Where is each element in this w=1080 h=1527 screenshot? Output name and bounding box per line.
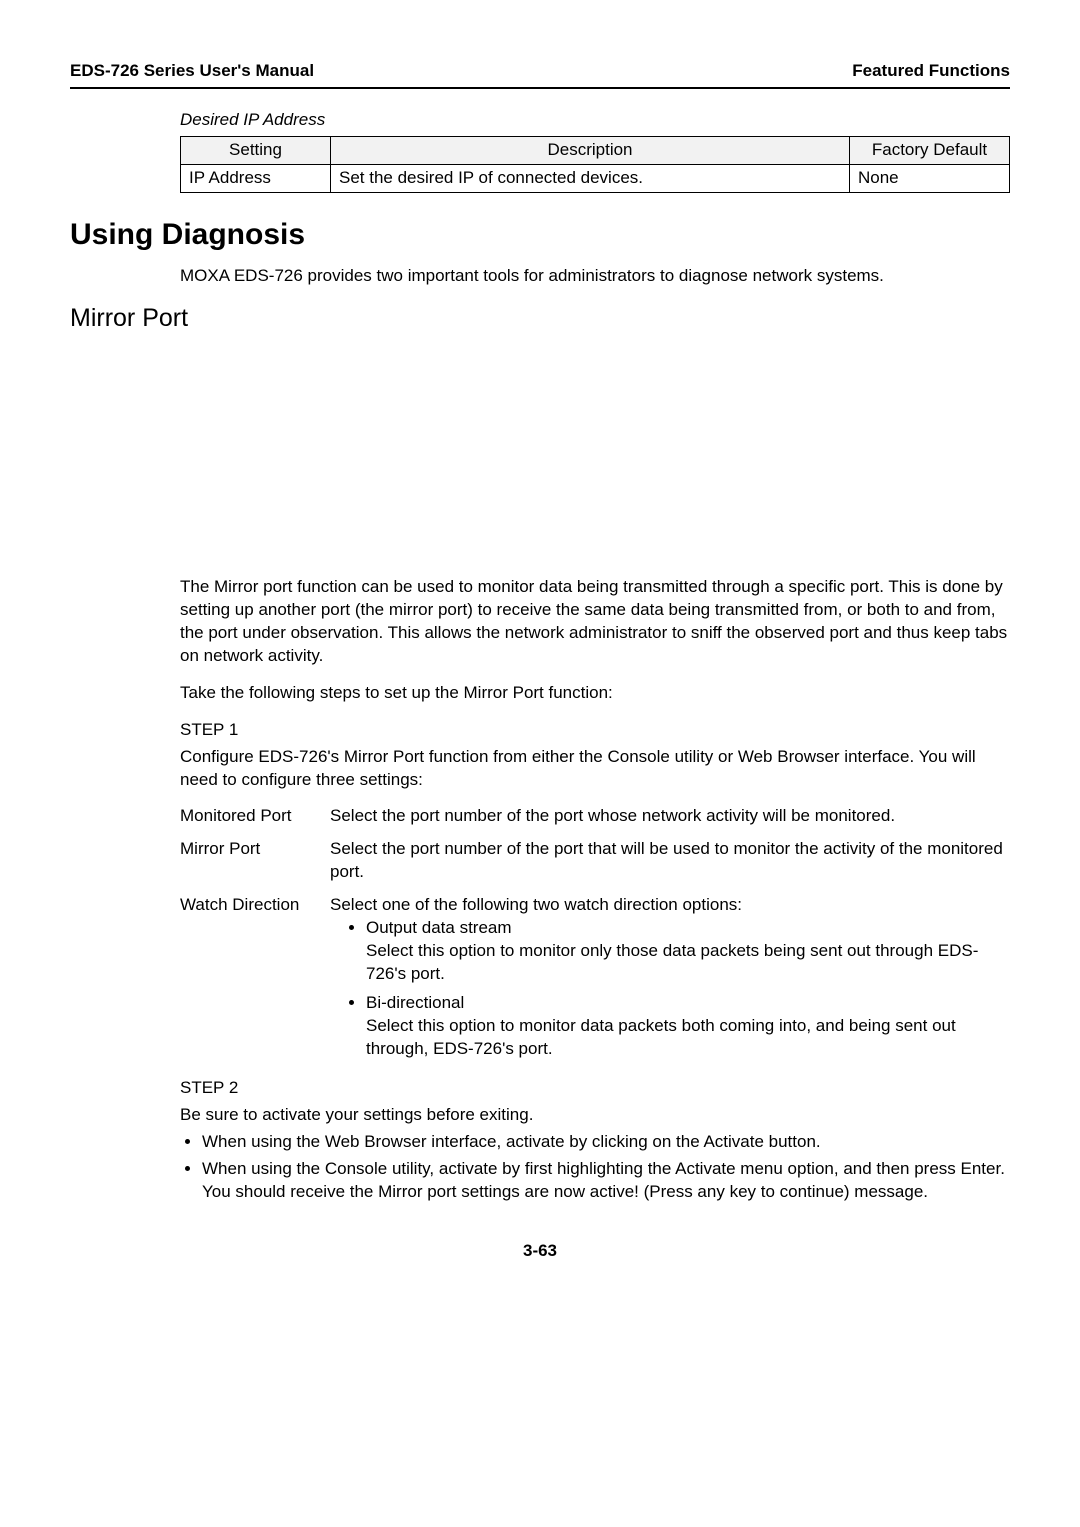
step2-bullets: When using the Web Browser interface, ac… — [180, 1131, 1010, 1204]
def-mirror-term: Mirror Port — [180, 838, 330, 884]
watch-opt1: Output data stream Select this option to… — [366, 917, 1010, 986]
step2-text: Be sure to activate your settings before… — [180, 1104, 1010, 1127]
step1-text: Configure EDS-726's Mirror Port function… — [180, 746, 1010, 792]
table-header-row: Setting Description Factory Default — [181, 136, 1010, 164]
mirror-take: Take the following steps to set up the M… — [180, 682, 1010, 705]
header-right: Featured Functions — [852, 60, 1010, 83]
def-mirror: Mirror Port Select the port number of th… — [180, 838, 1010, 884]
mirror-desc: The Mirror port function can be used to … — [180, 576, 1010, 668]
cell-setting: IP Address — [181, 164, 331, 192]
page-number: 3-63 — [70, 1240, 1010, 1263]
watch-opt2: Bi-directional Select this option to mon… — [366, 992, 1010, 1061]
step2-b2: When using the Console utility, activate… — [202, 1158, 1010, 1204]
def-watch-body: Select one of the following two watch di… — [330, 894, 1010, 1067]
def-watch: Watch Direction Select one of the follow… — [180, 894, 1010, 1067]
cell-desc: Set the desired IP of connected devices. — [331, 164, 850, 192]
col-default-header: Factory Default — [850, 136, 1010, 164]
watch-opt1-title: Output data stream — [366, 918, 512, 937]
watch-opt2-body: Select this option to monitor data packe… — [366, 1016, 956, 1058]
def-monitored-term: Monitored Port — [180, 805, 330, 828]
col-setting-header: Setting — [181, 136, 331, 164]
page-header: EDS-726 Series User's Manual Featured Fu… — [70, 60, 1010, 89]
table-row: IP Address Set the desired IP of connect… — [181, 164, 1010, 192]
ip-section: Desired IP Address Setting Description F… — [180, 109, 1010, 193]
ip-table: Setting Description Factory Default IP A… — [180, 136, 1010, 193]
heading-mirror-port: Mirror Port — [70, 302, 1010, 336]
col-desc-header: Description — [331, 136, 850, 164]
header-left: EDS-726 Series User's Manual — [70, 60, 314, 83]
def-mirror-body: Select the port number of the port that … — [330, 838, 1010, 884]
intro-block: MOXA EDS-726 provides two important tool… — [180, 265, 1010, 288]
heading-using-diagnosis: Using Diagnosis — [70, 215, 1010, 256]
watch-options: Output data stream Select this option to… — [330, 917, 1010, 1061]
def-watch-term: Watch Direction — [180, 894, 330, 1067]
step2-label: STEP 2 — [180, 1077, 1010, 1100]
watch-opt2-title: Bi-directional — [366, 993, 464, 1012]
def-monitored-body: Select the port number of the port whose… — [330, 805, 1010, 828]
intro-para: MOXA EDS-726 provides two important tool… — [180, 265, 1010, 288]
mirror-content: The Mirror port function can be used to … — [180, 576, 1010, 1204]
step2-b1: When using the Web Browser interface, ac… — [202, 1131, 1010, 1154]
step1-label: STEP 1 — [180, 719, 1010, 742]
ip-title: Desired IP Address — [180, 109, 1010, 132]
watch-opt1-body: Select this option to monitor only those… — [366, 941, 978, 983]
def-watch-lead: Select one of the following two watch di… — [330, 895, 742, 914]
def-monitored: Monitored Port Select the port number of… — [180, 805, 1010, 828]
definitions: Monitored Port Select the port number of… — [180, 805, 1010, 1066]
cell-default: None — [850, 164, 1010, 192]
